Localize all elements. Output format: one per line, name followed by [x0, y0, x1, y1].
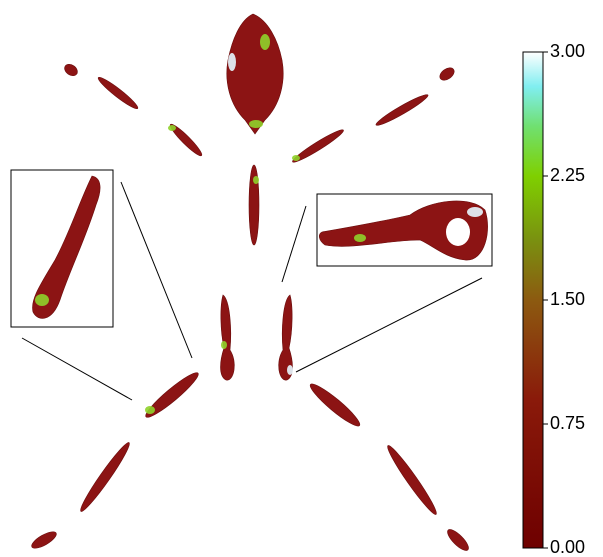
colorbar-tick-label: 0.00 [550, 537, 585, 557]
colorbar-tick-label: 2.25 [550, 165, 585, 185]
figure: 0.00 0.75 1.50 2.25 3.00 [0, 0, 603, 557]
colorbar-tick-label: 0.75 [550, 413, 585, 433]
colorbar: 0.00 0.75 1.50 2.25 3.00 [523, 41, 585, 557]
colorbar-tick-label: 1.50 [550, 289, 585, 309]
colorbar-gradient [523, 52, 543, 548]
skeleton [29, 14, 471, 553]
colorbar-tick-label: 3.00 [550, 41, 585, 61]
